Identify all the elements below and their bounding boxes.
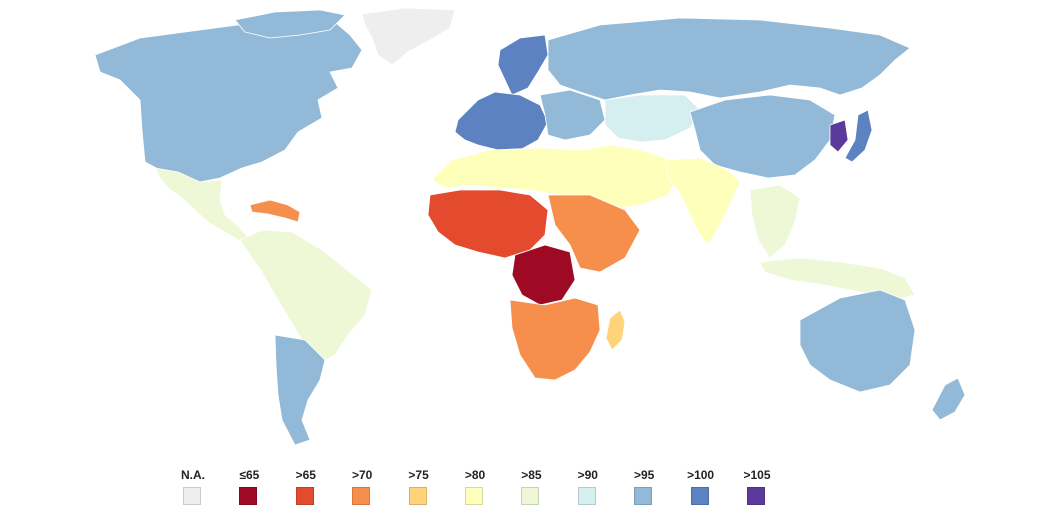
region-southeast-asia [749,184,801,259]
legend-label: >100 [687,468,715,482]
legend-swatch [408,487,427,505]
legend-item: >80 [450,468,500,518]
region-southern-africa [509,297,601,381]
region-korea [829,119,849,153]
legend-item: >90 [563,468,613,518]
legend-item: >85 [506,468,556,518]
region-east-africa [547,194,641,273]
region-indonesia [759,257,916,301]
legend-swatch [634,487,653,505]
region-greenland [361,7,456,66]
legend-swatch [465,487,483,505]
region-eastern-europe [539,89,606,141]
legend-item: >105 [732,468,782,518]
legend-label: N.A. [181,468,205,482]
region-japan [844,109,873,163]
legend-swatch [239,487,258,505]
legend-label: >85 [521,468,542,482]
region-central-africa [511,244,576,306]
legend-label: >75 [408,468,429,482]
region-australia [799,289,916,393]
legend-swatch [295,487,314,505]
choropleth-map [95,7,966,446]
legend-swatch [577,487,596,505]
region-china [689,94,836,179]
legend-item: >100 [676,468,726,518]
region-south-asia [664,157,741,246]
legend-swatch [352,487,371,505]
region-madagascar [605,309,626,351]
legend-label: >65 [295,468,316,482]
legend-item: >65 [281,468,331,518]
legend-label: >90 [577,468,598,482]
region-caribbean [249,199,301,223]
legend-label: >105 [743,468,771,482]
legend-label: >80 [464,468,486,482]
legend-swatch [183,487,201,505]
region-russia [547,17,911,101]
region-western-europe [454,91,549,151]
region-central-asia [604,94,701,143]
region-southern-cone [274,334,326,446]
legend-swatch [747,487,765,505]
legend-label: >70 [352,468,373,482]
region-north-africa-middle-east [431,144,681,211]
legend-item: >70 [337,468,387,518]
legend-swatch [521,487,540,505]
region-arctic-islands [234,9,346,39]
legend-item: >95 [619,468,669,518]
legend-item: N.A. [168,468,218,518]
legend-item: >75 [394,468,444,518]
region-south-america [239,229,373,361]
legend-label: ≤65 [239,468,260,482]
region-new-zealand [931,377,966,421]
legend-item: ≤65 [224,468,274,518]
legend-label: >95 [634,468,655,482]
legend-swatch [690,487,709,505]
region-scandinavia [497,34,549,96]
legend: N.A. ≤65 >65 >70 >75 >80 >85 >90 >95 >100 >105 [168,468,788,518]
world-map-svg [95,7,966,446]
